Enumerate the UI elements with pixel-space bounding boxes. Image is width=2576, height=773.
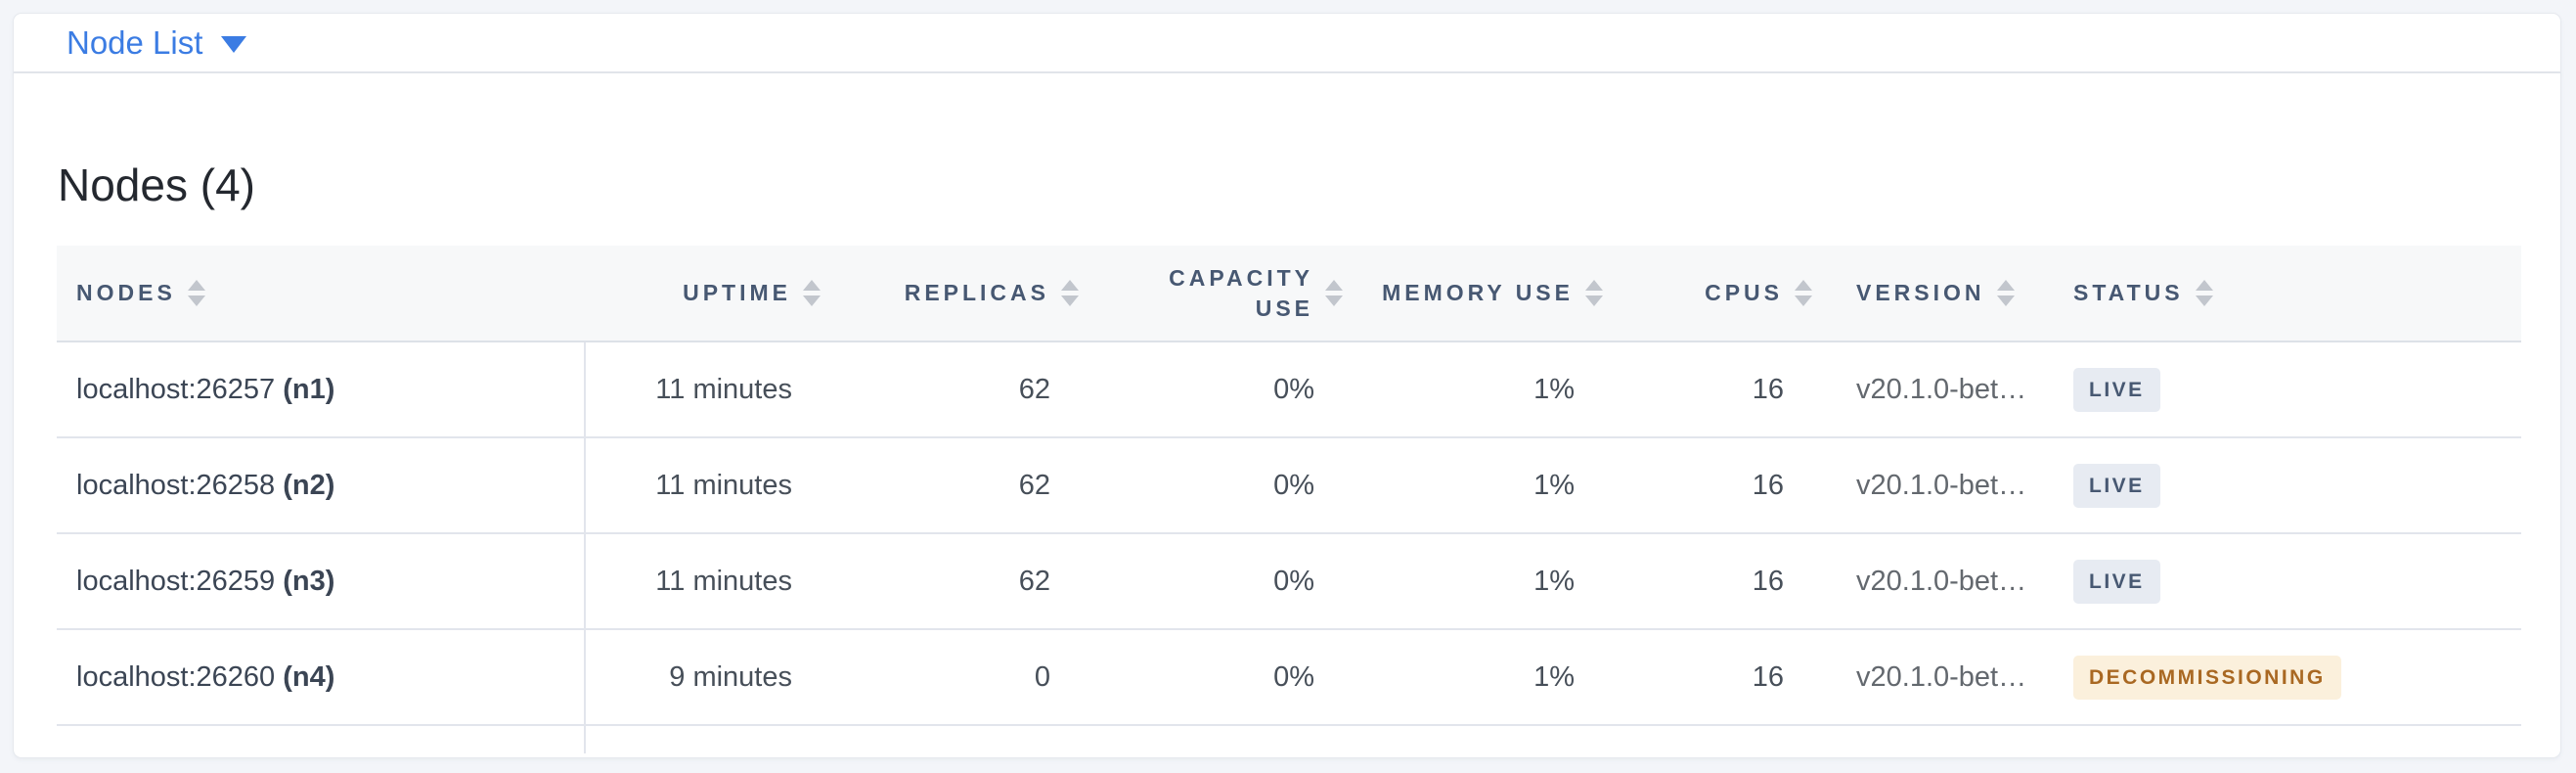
node-address-cell: localhost:26257 (n1) (57, 374, 584, 406)
replicas-cell: 62 (1018, 469, 1050, 501)
status-badge: LIVE (2073, 367, 2160, 412)
status-badge: LIVE (2073, 463, 2160, 508)
node-table: NODES UPTIME REPLICAS CAPACITY USE MEMOR… (57, 246, 2521, 753)
table-row[interactable]: localhost:26257 (n1) 11 minutes 62 0% 1%… (57, 342, 2521, 438)
version-cell: v20.1.0-bet… (1856, 565, 2027, 597)
column-header-version-label: VERSION (1856, 280, 1985, 305)
replicas-cell: 0 (1034, 660, 1050, 693)
node-list-dropdown[interactable]: Node List (67, 23, 247, 62)
cpus-cell: 16 (1752, 373, 1784, 405)
capacity-use-cell: 0% (1273, 373, 1314, 405)
node-address: localhost:26260 (76, 660, 276, 693)
column-header-nodes[interactable]: NODES (57, 280, 584, 306)
column-header-uptime-label: UPTIME (683, 280, 791, 305)
capacity-use-cell: 0% (1273, 565, 1314, 597)
cpus-cell: 16 (1752, 660, 1784, 693)
uptime-cell: 9 minutes (669, 660, 792, 693)
uptime-cell: 11 minutes (655, 373, 792, 405)
status-badge: LIVE (2073, 559, 2160, 604)
column-header-replicas-label: REPLICAS (904, 280, 1049, 305)
sort-icon (187, 280, 205, 306)
node-address: localhost:26257 (76, 373, 276, 405)
version-cell: v20.1.0-bet… (1856, 373, 2027, 405)
replicas-cell: 62 (1018, 373, 1050, 405)
node-id: (n4) (283, 660, 335, 693)
sort-icon (803, 280, 821, 306)
column-header-capacity-use[interactable]: CAPACITY USE (1090, 263, 1355, 324)
node-id: (n2) (283, 469, 335, 501)
memory-use-cell: 1% (1533, 565, 1575, 597)
column-header-uptime[interactable]: UPTIME (584, 280, 832, 306)
sort-icon (1585, 280, 1603, 306)
column-header-capacity-use-label: CAPACITY USE (1169, 264, 1313, 321)
page-title: Nodes (4) (58, 159, 255, 210)
column-header-version[interactable]: VERSION (1824, 280, 2053, 306)
capacity-use-cell: 0% (1273, 660, 1314, 693)
node-address-cell: localhost:26258 (n2) (57, 470, 584, 502)
column-header-cpus[interactable]: CPUS (1615, 280, 1824, 306)
column-header-cpus-label: CPUS (1705, 280, 1783, 305)
table-row[interactable]: localhost:26260 (n4) 9 minutes 0 0% 1% 1… (57, 630, 2521, 726)
table-row[interactable]: localhost:26259 (n3) 11 minutes 62 0% 1%… (57, 534, 2521, 630)
uptime-cell: 11 minutes (655, 565, 792, 597)
column-header-status-label: STATUS (2073, 280, 2184, 305)
column-header-memory-use[interactable]: MEMORY USE (1355, 280, 1615, 306)
sort-icon (2195, 280, 2213, 306)
memory-use-cell: 1% (1533, 373, 1575, 405)
node-id: (n1) (283, 373, 335, 405)
status-badge: DECOMMISSIONING (2073, 655, 2341, 700)
column-header-nodes-label: NODES (76, 280, 176, 305)
capacity-use-cell: 0% (1273, 469, 1314, 501)
column-header-status[interactable]: STATUS (2053, 280, 2521, 306)
cpus-cell: 16 (1752, 565, 1784, 597)
column-header-replicas[interactable]: REPLICAS (832, 280, 1090, 306)
sort-icon (1996, 280, 2015, 306)
uptime-cell: 11 minutes (655, 469, 792, 501)
node-address: localhost:26258 (76, 469, 276, 501)
version-cell: v20.1.0-bet… (1856, 660, 2027, 693)
caret-down-icon (221, 35, 247, 53)
sort-icon (1325, 280, 1343, 306)
node-list-dropdown-label: Node List (67, 23, 203, 61)
node-id: (n3) (283, 565, 335, 597)
table-row[interactable]: localhost:26258 (n2) 11 minutes 62 0% 1%… (57, 438, 2521, 534)
table-header-row: NODES UPTIME REPLICAS CAPACITY USE MEMOR… (57, 246, 2521, 342)
status-cell: LIVE (2053, 559, 2521, 604)
memory-use-cell: 1% (1533, 469, 1575, 501)
view-selector-bar: Node List (13, 13, 2561, 73)
version-cell: v20.1.0-bet… (1856, 469, 2027, 501)
sort-icon (1795, 280, 1812, 306)
status-cell: DECOMMISSIONING (2053, 655, 2521, 700)
cpus-cell: 16 (1752, 469, 1784, 501)
status-cell: LIVE (2053, 463, 2521, 508)
replicas-cell: 62 (1018, 565, 1050, 597)
nodes-card: Nodes (4) NODES UPTIME REPLICAS CAPACITY… (13, 73, 2561, 758)
memory-use-cell: 1% (1533, 660, 1575, 693)
nodes-column-divider (584, 342, 586, 753)
status-cell: LIVE (2053, 367, 2521, 412)
node-address-cell: localhost:26260 (n4) (57, 661, 584, 694)
sort-icon (1061, 280, 1079, 306)
node-address: localhost:26259 (76, 565, 276, 597)
node-address-cell: localhost:26259 (n3) (57, 566, 584, 598)
column-header-memory-use-label: MEMORY USE (1382, 280, 1574, 305)
